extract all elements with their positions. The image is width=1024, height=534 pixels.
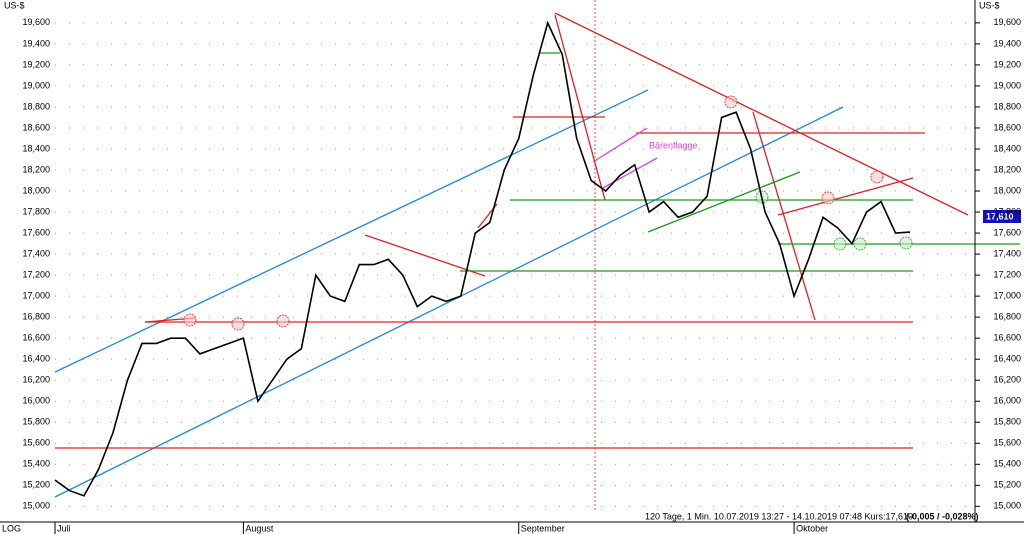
annotation: Bärenflagge (649, 140, 698, 150)
y-tick-label: 18,200 (22, 164, 50, 174)
y-tick-label: 15,600 (993, 438, 1021, 448)
y-tick-label: 16,000 (22, 396, 50, 406)
footer-change: (-0,005 / -0,028%) (906, 511, 979, 521)
high-marker (821, 191, 835, 205)
trendline (777, 177, 914, 216)
x-tick-label: August (245, 523, 274, 533)
y-tick-label: 19,600 (993, 17, 1021, 27)
plot (54, 20, 911, 497)
y-tick-label: 18,600 (22, 122, 50, 132)
y-tick-label: 17,200 (22, 269, 50, 279)
y-tick-label: 19,000 (22, 80, 50, 90)
y-tick-label: 17,000 (993, 291, 1021, 301)
x-tick-label: September (521, 523, 565, 533)
low-marker (899, 236, 913, 250)
y-tick-label: 19,200 (22, 59, 50, 69)
y-tick-label: 18,000 (22, 185, 50, 195)
y-tick-label: 19,600 (22, 17, 50, 27)
y-tick-label: 16,400 (22, 354, 50, 364)
y-tick-label: 17,800 (993, 206, 1021, 216)
x-tick-label: Oktober (796, 523, 828, 533)
y-tick-label: 18,400 (993, 143, 1021, 153)
y-tick-label: 16,600 (22, 333, 50, 343)
y-tick-label: 17,000 (22, 291, 50, 301)
y-tick-label: 15,600 (22, 438, 50, 448)
trend-channel (54, 89, 649, 373)
y-tick-label: 15,000 (22, 501, 50, 511)
y-tick-label: 17,400 (22, 248, 50, 258)
flag-line (592, 127, 648, 163)
trendlines (54, 0, 1020, 512)
y-tick-label: 19,200 (993, 59, 1021, 69)
high-marker (724, 95, 738, 109)
y-tick-label: 16,400 (993, 354, 1021, 364)
y-tick-label: 18,200 (993, 164, 1021, 174)
y-tick-label: 16,800 (22, 312, 50, 322)
y-tick-label: 16,000 (993, 396, 1021, 406)
y-tick-label: 15,200 (22, 480, 50, 490)
y-tick-label: 17,600 (993, 227, 1021, 237)
y-tick-label: 15,800 (993, 417, 1021, 427)
high-marker (183, 313, 197, 327)
footer: 120 Tage, 1 Min. 10.07.2019 13:27 - 14.1… (645, 511, 913, 521)
x-tick-label: Juli (57, 523, 71, 533)
y-tick-label: 16,800 (993, 312, 1021, 322)
trendline (364, 234, 486, 277)
trendline (752, 111, 816, 321)
y-tick-label: 19,000 (993, 80, 1021, 90)
y-tick-label: 19,400 (22, 38, 50, 48)
y-tick-label: 18,000 (993, 185, 1021, 195)
log-label: LOG (2, 523, 21, 533)
last-price-label: 17,610 (986, 211, 1014, 221)
y-tick-label: 15,400 (993, 459, 1021, 469)
y-tick-label: 15,800 (22, 417, 50, 427)
y-tick-label: 19,400 (993, 38, 1021, 48)
high-marker (870, 170, 884, 184)
y-tick-label: 16,200 (993, 375, 1021, 385)
y-tick-label: 18,800 (993, 101, 1021, 111)
y-tick-label: 18,400 (22, 143, 50, 153)
y-tick-label: 15,000 (993, 501, 1021, 511)
y-tick-label: 17,800 (22, 206, 50, 216)
low-marker (853, 237, 867, 251)
y-tick-label: 17,200 (993, 269, 1021, 279)
y-tick-label: 16,600 (993, 333, 1021, 343)
price-line (54, 20, 911, 497)
y-tick-label: 18,800 (22, 101, 50, 111)
trendline (554, 14, 606, 201)
y-tick-label: 15,200 (993, 480, 1021, 490)
support-line (647, 171, 801, 233)
high-marker (276, 314, 290, 328)
y-unit: US-$ (4, 0, 25, 10)
low-marker (833, 237, 847, 251)
y-tick-label: 16,200 (22, 375, 50, 385)
last-price-box (983, 210, 1021, 223)
y-tick-label: 17,600 (22, 227, 50, 237)
high-marker (231, 317, 245, 331)
y-tick-label: 18,600 (993, 122, 1021, 132)
y-tick-label: 17,400 (993, 248, 1021, 258)
y-unit: US-$ (979, 0, 1000, 10)
y-tick-label: 15,400 (22, 459, 50, 469)
